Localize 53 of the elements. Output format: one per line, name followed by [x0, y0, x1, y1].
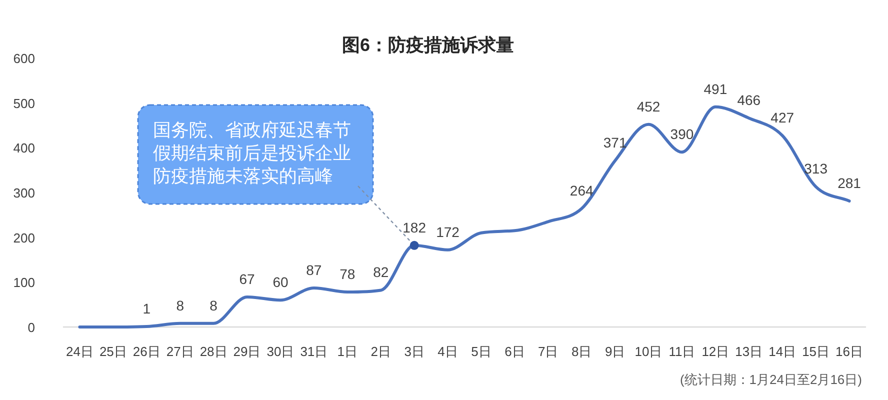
x-tick-label: 5日: [471, 344, 492, 359]
data-label: 87: [306, 262, 322, 278]
y-tick-label: 200: [13, 230, 35, 246]
data-label: 371: [603, 134, 627, 151]
data-label: 8: [176, 297, 184, 314]
x-tick-label: 2日: [370, 344, 391, 359]
x-tick-label: 24日: [66, 344, 94, 359]
x-tick-label: 10日: [634, 344, 662, 359]
data-label: 491: [704, 80, 728, 97]
data-label: 466: [737, 92, 761, 108]
x-tick-label: 16日: [836, 344, 864, 359]
text: (统计日期：1月24日至2月16日): [680, 372, 862, 387]
data-label: 172: [436, 224, 460, 240]
data-label: 8: [210, 297, 218, 314]
y-tick-label: 500: [13, 96, 35, 111]
x-tick-label: 25日: [99, 344, 127, 359]
x-tick-label: 6日: [504, 344, 525, 359]
x-tick-label: 12日: [702, 344, 730, 359]
x-tick-label: 31日: [300, 344, 328, 359]
x-tick-label: 4日: [438, 344, 458, 359]
chart-title: 图6：防疫措施诉求量: [342, 35, 514, 55]
data-label: 182: [402, 219, 426, 236]
data-label: 452: [636, 98, 660, 114]
x-tick-label: 27日: [166, 344, 194, 359]
y-tick-label: 400: [13, 140, 35, 156]
data-label: 82: [373, 264, 389, 280]
x-tick-label: 29日: [233, 344, 261, 359]
x-tick-label: 26日: [132, 344, 160, 359]
x-tick-label: 30日: [266, 344, 294, 359]
x-tick-label: 1日: [337, 344, 358, 359]
data-label: 60: [272, 274, 288, 290]
x-tick-label: 3日: [404, 344, 424, 359]
y-tick-label: 300: [13, 186, 35, 200]
data-label: 281: [838, 175, 862, 192]
data-label: 390: [670, 126, 694, 142]
y-tick-label: 100: [13, 275, 35, 290]
y-tick-label: 0: [28, 320, 35, 335]
x-tick-label: 13日: [735, 344, 763, 359]
x-tick-label: 28日: [200, 344, 228, 359]
x-tick-label: 15日: [802, 344, 830, 359]
x-tick-label: 8日: [571, 344, 592, 359]
x-tick-label: 14日: [768, 344, 796, 359]
x-tick-label: 7日: [538, 344, 558, 359]
data-label: 1: [142, 300, 151, 317]
x-tick-label: 11日: [668, 344, 696, 359]
data-label: 427: [770, 110, 794, 126]
data-label: 78: [340, 266, 356, 282]
data-label: 67: [239, 270, 256, 287]
x-tick-label: 9日: [604, 344, 626, 359]
y-tick-label: 600: [13, 51, 35, 66]
data-label: 313: [804, 160, 828, 177]
annotation: 国务院、省政府延迟春节假期结束前后是投诉企业防疫措施未落实的高峰: [153, 120, 351, 186]
data-label: 264: [570, 182, 594, 199]
